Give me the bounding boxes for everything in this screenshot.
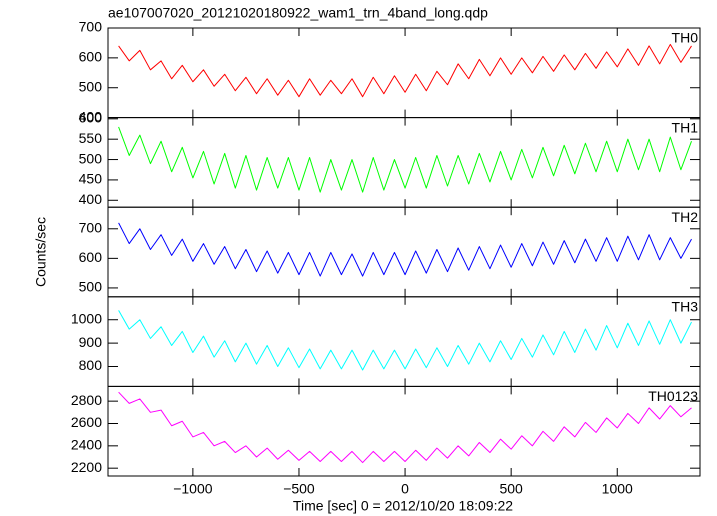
series-label: TH3 [672, 299, 699, 315]
x-tick-label: 0 [401, 481, 409, 497]
y-tick-label: 500 [79, 150, 103, 166]
chart-title: ae107007020_20121020180922_wam1_trn_4ban… [108, 5, 488, 21]
y-tick-label: 500 [79, 279, 103, 295]
y-tick-label: 900 [79, 334, 103, 350]
y-tick-label: 1000 [71, 310, 102, 326]
y-tick-label: 2800 [71, 392, 102, 408]
series-line [118, 310, 692, 371]
y-tick-label: 400 [79, 108, 103, 124]
series-line [118, 391, 692, 464]
panel-frame [107, 27, 701, 119]
series-line [118, 222, 692, 277]
x-tick-label: −1000 [173, 481, 213, 497]
y-tick-label: 2200 [71, 459, 102, 475]
y-tick-label: 700 [79, 219, 103, 235]
x-axis-label: Time [sec] 0 = 2012/10/20 18:09:22 [293, 498, 513, 514]
panel-frame [107, 385, 701, 477]
y-tick-label: 800 [79, 357, 103, 373]
series-label: TH0 [672, 30, 699, 46]
y-tick-label: 700 [79, 19, 103, 35]
y-axis-label: Counts/sec [33, 217, 49, 287]
series-line [118, 43, 692, 98]
panel-frame [107, 206, 701, 298]
y-tick-label: 2400 [71, 437, 102, 453]
series-label: TH1 [672, 119, 699, 135]
panel-frame [107, 296, 701, 387]
series-label: TH0123 [648, 388, 698, 404]
y-tick-label: 500 [79, 78, 103, 94]
y-tick-label: 450 [79, 171, 103, 187]
y-tick-label: 600 [79, 49, 103, 65]
panel-frame [107, 117, 701, 208]
x-tick-label: −500 [283, 481, 315, 497]
series-label: TH2 [672, 209, 699, 225]
y-tick-label: 550 [79, 130, 103, 146]
y-tick-label: 2600 [71, 414, 102, 430]
x-tick-label: 500 [499, 481, 523, 497]
y-tick-label: 600 [79, 249, 103, 265]
series-line [118, 126, 692, 193]
y-tick-label: 400 [79, 191, 103, 207]
x-tick-label: 1000 [602, 481, 633, 497]
y-tick-label: 600 [79, 110, 103, 126]
